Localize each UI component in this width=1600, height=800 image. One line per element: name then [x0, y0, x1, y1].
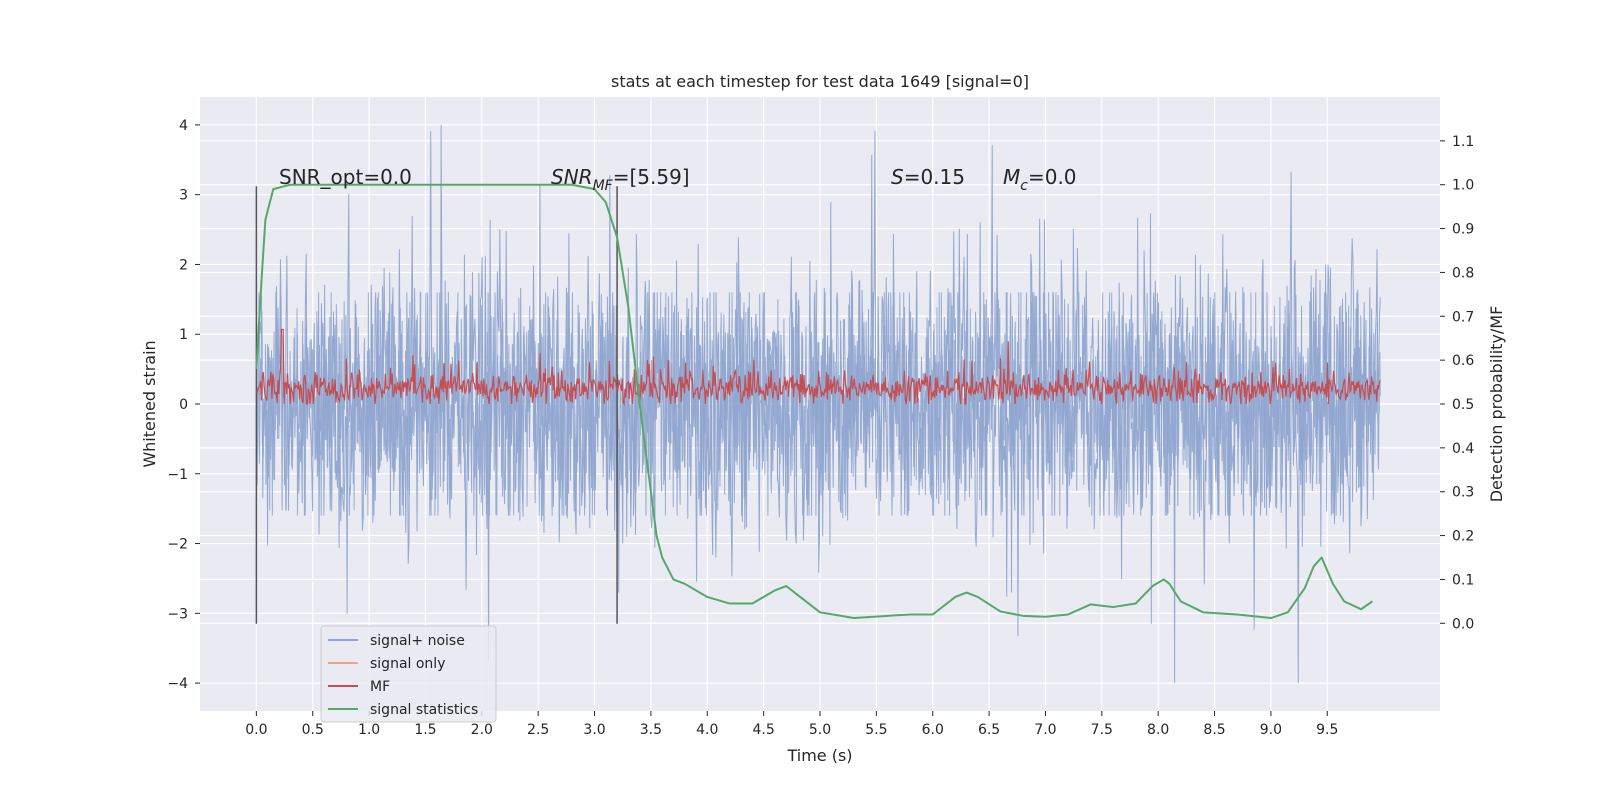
x-tick-label: 0.5	[302, 722, 324, 738]
legend-label-signal-noise: signal+ noise	[370, 633, 465, 649]
x-tick-label: 6.0	[922, 722, 944, 738]
y2-axis-ticks: 1.1 1.0 0.9 0.8 0.7 0.6 0.5 0.4 0.3 0.2 0.1 0.0	[1440, 134, 1474, 632]
y-tick-label: −1	[167, 467, 188, 483]
x-tick-label: 6.5	[978, 722, 1000, 738]
legend-item-mf: MF	[328, 679, 390, 695]
y-tick-label: −4	[167, 676, 188, 692]
x-tick-label: 8.5	[1203, 722, 1225, 738]
annotation-snr-opt: SNR_opt=0.0	[279, 165, 412, 189]
y-tick-label: 0	[179, 397, 188, 413]
series-mf	[255, 328, 1381, 407]
legend-item-signal-statistics: signal statistics	[328, 702, 478, 718]
x-tick-label: 7.5	[1091, 722, 1113, 738]
y-tick-label: 2	[179, 257, 188, 273]
y-axis-label: Whitened strain	[140, 340, 159, 467]
series-signal-statistics	[255, 183, 1373, 620]
y2-tick-label: 0.5	[1452, 397, 1474, 413]
x-tick-label: 9.0	[1260, 722, 1282, 738]
x-tick-label: 0.0	[245, 722, 267, 738]
y-tick-label: −3	[167, 606, 188, 622]
x-tick-label: 5.5	[865, 722, 887, 738]
y-axis-ticks: 4 3 2 1 0 −1 −2 −3 −4	[167, 118, 200, 692]
y2-tick-label: 0.2	[1452, 529, 1474, 545]
y2-tick-label: 1.0	[1452, 178, 1474, 194]
x-tick-label: 4.0	[696, 722, 718, 738]
legend-label-signal-statistics: signal statistics	[370, 702, 478, 718]
y2-tick-label: 0.4	[1452, 441, 1474, 457]
x-tick-label: 3.5	[640, 722, 662, 738]
legend-item-signal-noise: signal+ noise	[328, 633, 465, 649]
legend-label-signal-only: signal only	[370, 656, 445, 672]
annotation-mc: Mc=0.0	[1003, 165, 1077, 194]
y2-tick-label: 0.8	[1452, 265, 1474, 281]
vertical-markers	[255, 186, 618, 624]
y2-tick-label: 0.1	[1452, 572, 1474, 588]
y2-tick-label: 0.3	[1452, 485, 1474, 501]
annotations: SNR_opt=0.0 SNRMF=[5.59] S=0.15 Mc=0.0	[279, 165, 1077, 194]
x-tick-label: 4.5	[753, 722, 775, 738]
y2-tick-label: 1.1	[1452, 134, 1474, 150]
y2-axis-label: Detection probability/MF	[1487, 306, 1506, 503]
signal-statistics-line	[255, 183, 1373, 620]
noise-line	[255, 124, 1381, 684]
y2-tick-label: 0.9	[1452, 222, 1474, 238]
y2-tick-label: 0.0	[1452, 616, 1474, 632]
legend-box	[320, 625, 497, 723]
x-tick-label: 3.0	[583, 722, 605, 738]
y-tick-label: 4	[179, 118, 188, 134]
x-tick-label: 1.5	[414, 722, 436, 738]
x-axis-ticks: 0.0 0.5 1.0 1.5 2.0 2.5 3.0 3.5 4.0 4.5 5.0 5.5 6.0 6…	[245, 711, 1338, 738]
x-tick-label: 8.0	[1147, 722, 1169, 738]
annotation-s: S=0.15	[891, 165, 965, 189]
x-tick-label: 2.5	[527, 722, 549, 738]
x-tick-label: 1.0	[358, 722, 380, 738]
x-tick-label: 9.5	[1316, 722, 1338, 738]
y-tick-label: 3	[179, 188, 188, 204]
mf-line	[255, 328, 1381, 407]
y2-tick-label: 0.7	[1452, 309, 1474, 325]
y2-tick-label: 0.6	[1452, 353, 1474, 369]
legend-item-signal-only: signal only	[328, 656, 445, 672]
grid	[200, 97, 1440, 711]
x-tick-label: 2.0	[471, 722, 493, 738]
y-tick-label: −2	[167, 537, 188, 553]
legend: signal+ noise signal only MF signal stat…	[320, 625, 497, 723]
legend-label-mf: MF	[370, 679, 390, 695]
x-tick-label: 7.0	[1034, 722, 1056, 738]
x-axis-label: Time (s)	[786, 746, 852, 765]
annotation-snr-mf: SNRMF=[5.59]	[551, 165, 690, 194]
y-tick-label: 1	[179, 327, 188, 343]
x-tick-label: 5.0	[809, 722, 831, 738]
chart-title: stats at each timestep for test data 164…	[611, 72, 1029, 91]
